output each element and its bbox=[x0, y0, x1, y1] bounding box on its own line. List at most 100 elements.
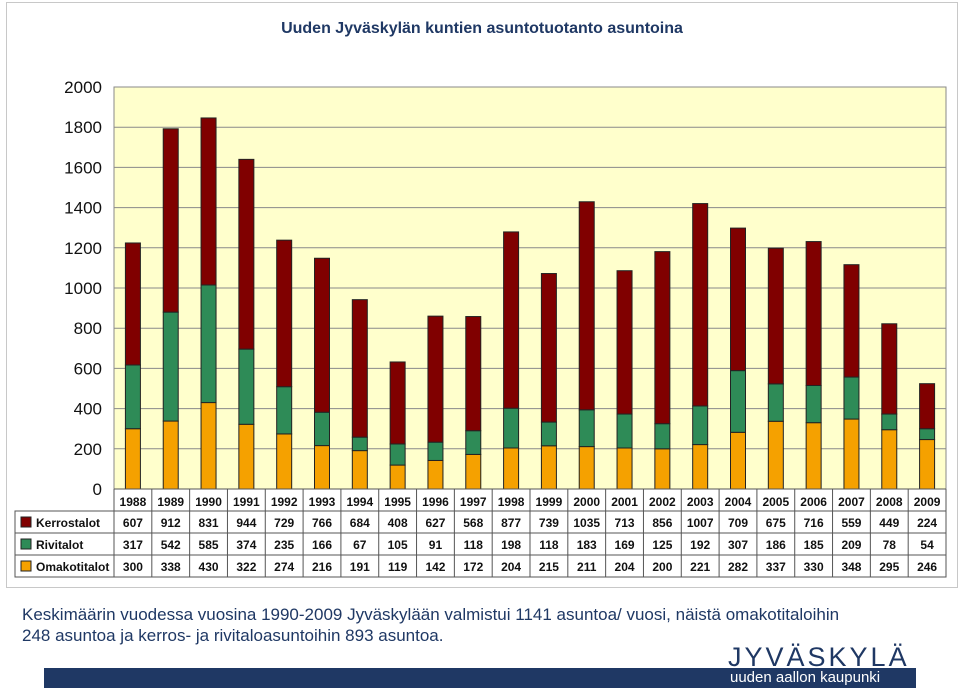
y-tick-label: 800 bbox=[74, 319, 102, 338]
bar-kerrostalot-2007 bbox=[843, 264, 860, 378]
x-tick-label: 2005 bbox=[762, 495, 789, 509]
y-tick-label: 1200 bbox=[64, 239, 102, 258]
bar-omakotitalot-2000 bbox=[578, 446, 595, 490]
bar-omakotitalot-2004 bbox=[730, 431, 746, 490]
data-label-rivitalot: 185 bbox=[804, 538, 824, 552]
slogan-bar bbox=[44, 668, 916, 688]
data-label-rivitalot: 125 bbox=[652, 538, 672, 552]
bar-omakotitalot-1989 bbox=[162, 420, 179, 490]
bar-rivitalot-2003 bbox=[692, 405, 709, 446]
data-label-kerrostalot: 675 bbox=[766, 516, 786, 530]
bar-rivitalot-1991 bbox=[238, 348, 255, 425]
data-label-kerrostalot: 607 bbox=[123, 516, 143, 530]
data-label-kerrostalot: 449 bbox=[879, 516, 899, 530]
bar-kerrostalot-2005 bbox=[767, 247, 784, 385]
bar-omakotitalot-2005 bbox=[767, 420, 784, 490]
x-tick-label: 2003 bbox=[687, 495, 714, 509]
data-label-kerrostalot: 559 bbox=[841, 516, 861, 530]
y-tick-label: 2000 bbox=[64, 78, 102, 97]
bar-kerrostalot-1996 bbox=[427, 315, 444, 443]
caption-line-2: 248 asuntoa ja kerros- ja rivitaloasunto… bbox=[22, 626, 444, 645]
data-label-omakotitalot: 200 bbox=[652, 560, 672, 574]
x-tick-label: 1994 bbox=[346, 495, 373, 509]
bar-rivitalot-2002 bbox=[654, 423, 671, 450]
data-label-omakotitalot: 191 bbox=[350, 560, 370, 574]
bar-kerrostalot-1998 bbox=[503, 231, 520, 409]
slogan-text: uuden aallon kaupunki bbox=[730, 669, 881, 686]
data-label-kerrostalot: 1035 bbox=[573, 516, 600, 530]
legend-swatch-omakotitalot bbox=[20, 560, 32, 572]
bar-rivitalot-1999 bbox=[540, 421, 557, 447]
bar-rivitalot-1997 bbox=[465, 430, 482, 455]
bar-omakotitalot-2007 bbox=[843, 418, 860, 490]
x-tick-label: 1989 bbox=[157, 495, 184, 509]
data-label-kerrostalot: 739 bbox=[539, 516, 559, 530]
bar-rivitalot-1998 bbox=[503, 407, 520, 449]
y-tick-label: 1600 bbox=[64, 158, 102, 177]
x-tick-label: 2009 bbox=[914, 495, 941, 509]
bar-omakotitalot-1998 bbox=[503, 447, 520, 490]
x-tick-label: 1990 bbox=[195, 495, 222, 509]
bar-omakotitalot-2001 bbox=[616, 447, 633, 490]
legend-label-kerrostalot: Kerrostalot bbox=[36, 516, 100, 530]
legend-label-omakotitalot: Omakotitalot bbox=[36, 560, 109, 574]
data-label-kerrostalot: 877 bbox=[501, 516, 521, 530]
bar-rivitalot-1989 bbox=[162, 311, 179, 422]
data-label-omakotitalot: 274 bbox=[274, 560, 294, 574]
bar-kerrostalot-1992 bbox=[276, 239, 293, 388]
data-label-omakotitalot: 119 bbox=[388, 560, 408, 574]
bar-kerrostalot-2001 bbox=[616, 270, 633, 415]
data-label-omakotitalot: 337 bbox=[766, 560, 786, 574]
data-label-rivitalot: 118 bbox=[539, 538, 559, 552]
x-tick-label: 1996 bbox=[422, 495, 449, 509]
y-tick-label: 600 bbox=[74, 359, 102, 378]
bar-rivitalot-2006 bbox=[805, 384, 822, 424]
data-label-kerrostalot: 766 bbox=[312, 516, 332, 530]
bar-rivitalot-2007 bbox=[843, 376, 860, 420]
bar-kerrostalot-2008 bbox=[881, 323, 898, 415]
bar-kerrostalot-1997 bbox=[465, 316, 482, 432]
data-label-rivitalot: 192 bbox=[690, 538, 710, 552]
data-label-rivitalot: 198 bbox=[501, 538, 521, 552]
bar-kerrostalot-1999 bbox=[540, 273, 557, 423]
y-tick-label: 1000 bbox=[64, 279, 102, 298]
x-tick-label: 1992 bbox=[271, 495, 298, 509]
x-tick-label: 2000 bbox=[573, 495, 600, 509]
x-tick-label: 2006 bbox=[800, 495, 827, 509]
bar-rivitalot-2005 bbox=[767, 383, 784, 422]
bar-omakotitalot-1999 bbox=[540, 445, 557, 490]
data-label-omakotitalot: 216 bbox=[312, 560, 332, 574]
data-label-rivitalot: 78 bbox=[883, 538, 897, 552]
y-tick-label: 200 bbox=[74, 440, 102, 459]
y-tick-label: 1800 bbox=[64, 118, 102, 137]
data-label-kerrostalot: 408 bbox=[388, 516, 408, 530]
data-label-omakotitalot: 330 bbox=[804, 560, 824, 574]
x-tick-label: 1997 bbox=[460, 495, 487, 509]
bar-omakotitalot-2008 bbox=[881, 429, 898, 490]
x-tick-label: 1993 bbox=[309, 495, 336, 509]
x-tick-label: 1988 bbox=[120, 495, 147, 509]
bar-rivitalot-1996 bbox=[427, 441, 444, 461]
bar-rivitalot-1993 bbox=[314, 411, 330, 447]
data-label-omakotitalot: 172 bbox=[463, 560, 483, 574]
bar-kerrostalot-2009 bbox=[919, 383, 936, 430]
legend-label-rivitalot: Rivitalot bbox=[36, 538, 83, 552]
data-label-rivitalot: 186 bbox=[766, 538, 786, 552]
x-tick-label: 1995 bbox=[384, 495, 411, 509]
data-label-omakotitalot: 246 bbox=[917, 560, 937, 574]
bar-omakotitalot-1988 bbox=[124, 428, 141, 490]
caption: Keskimäärin vuodessa vuosina 1990-2009 J… bbox=[22, 604, 942, 646]
data-label-omakotitalot: 430 bbox=[199, 560, 219, 574]
jyvaskyla-logo: JYVÄSKYLÄ bbox=[728, 642, 910, 672]
data-label-rivitalot: 307 bbox=[728, 538, 748, 552]
data-label-kerrostalot: 856 bbox=[652, 516, 672, 530]
chart: Uuden Jyväskylän kuntien asuntotuotanto … bbox=[14, 20, 947, 578]
bar-omakotitalot-1991 bbox=[238, 423, 255, 490]
data-label-omakotitalot: 322 bbox=[236, 560, 256, 574]
data-label-rivitalot: 54 bbox=[920, 538, 934, 552]
bar-kerrostalot-2004 bbox=[730, 227, 746, 372]
x-tick-label: 2001 bbox=[611, 495, 638, 509]
x-tick-label: 1999 bbox=[536, 495, 563, 509]
data-label-rivitalot: 542 bbox=[161, 538, 181, 552]
bar-kerrostalot-2000 bbox=[578, 201, 595, 411]
